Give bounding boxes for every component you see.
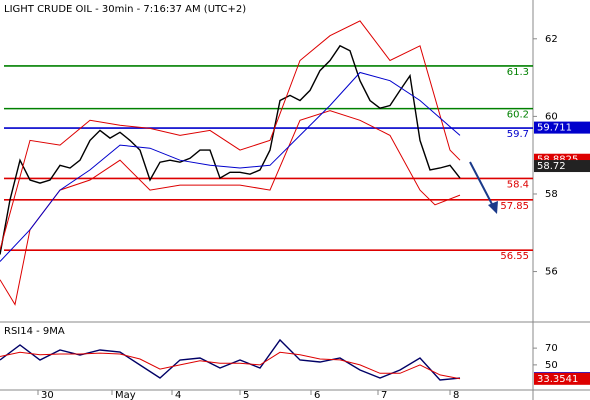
- series-line: [0, 351, 461, 380]
- series-line: [0, 44, 461, 255]
- y-tick-label: 60: [545, 111, 558, 122]
- y-tick-label: 62: [545, 34, 558, 45]
- price-badge-label: 59.711: [537, 123, 572, 134]
- level-label: 59.7: [507, 129, 529, 140]
- y-tick-label: 50: [545, 360, 558, 371]
- level-label: 58.4: [507, 179, 529, 190]
- series-line: [0, 20, 461, 250]
- y-tick-label: 58: [545, 189, 558, 200]
- price-badge: [534, 160, 590, 173]
- x-tick-label: 4: [175, 390, 181, 400]
- price-badge: [534, 372, 590, 385]
- x-tick-label: May: [115, 390, 136, 400]
- level-label: 57.85: [500, 201, 529, 212]
- y-tick-label: 56: [545, 267, 558, 278]
- plot-layer: 5658606261.360.259.758.457.8556.5559.711…: [0, 20, 590, 400]
- price-badge: [534, 121, 590, 134]
- level-label: 61.3: [507, 67, 529, 78]
- price-badge-label: 58.72: [537, 161, 566, 172]
- forecast-arrow: [469, 161, 495, 209]
- x-tick-label: 7: [381, 390, 387, 400]
- series-line: [0, 71, 461, 262]
- y-tick-label: 70: [545, 343, 558, 354]
- chart-title: LIGHT CRUDE OIL - 30min - 7:16:37 AM (UT…: [4, 4, 246, 15]
- level-label: 60.2: [507, 110, 529, 121]
- rsi-title: RSI14 - 9MA: [4, 326, 65, 337]
- level-label: 56.55: [500, 251, 529, 262]
- price-badge-label: 33.3541: [537, 374, 578, 385]
- x-tick-label: 5: [243, 390, 249, 400]
- forecast-arrowhead: [488, 201, 498, 214]
- x-tick-label: 8: [453, 390, 459, 400]
- x-tick-label: 30: [41, 390, 54, 400]
- x-tick-label: 6: [314, 390, 320, 400]
